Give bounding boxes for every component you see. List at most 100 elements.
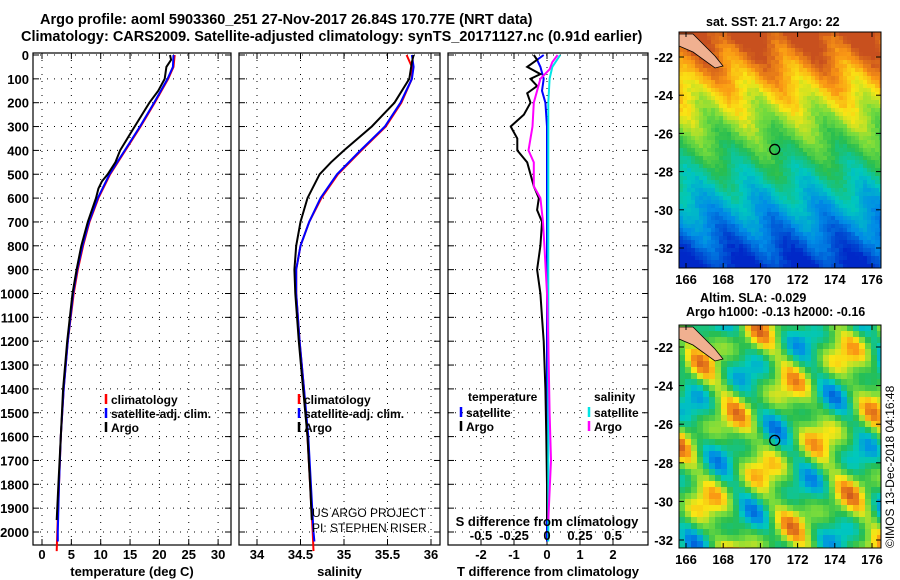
map-cell	[755, 256, 760, 261]
map-cell	[743, 144, 748, 149]
map-cell	[697, 523, 704, 530]
map-cell	[843, 256, 848, 261]
map-cell	[863, 180, 868, 185]
map-cell	[707, 120, 712, 125]
map-cell	[843, 224, 848, 229]
map-cell	[755, 232, 760, 237]
map-cell	[747, 168, 752, 173]
map-cell	[781, 517, 788, 524]
map-cell	[723, 204, 728, 209]
map-cell	[687, 180, 692, 185]
map-cell	[763, 355, 770, 362]
map-cell	[807, 240, 812, 245]
map-cell	[743, 112, 748, 117]
map-cell	[723, 112, 728, 117]
map-cell	[807, 40, 812, 45]
map-cell	[745, 349, 752, 356]
map-cell	[755, 152, 760, 157]
map-cell	[743, 104, 748, 109]
map-cell	[707, 140, 712, 145]
map-cell	[715, 256, 720, 261]
map-cell	[839, 144, 844, 149]
map-cell	[679, 232, 684, 237]
map-cell	[745, 481, 752, 488]
map-cell	[863, 172, 868, 177]
map-cell	[851, 244, 856, 249]
map-cell	[721, 367, 728, 374]
map-cell	[775, 475, 782, 482]
map-cell	[829, 427, 836, 434]
map-cell	[735, 56, 740, 61]
map-cell	[827, 132, 832, 137]
map-cell	[805, 487, 812, 494]
map-cell	[723, 88, 728, 93]
map-cell	[875, 100, 880, 105]
map-cell	[695, 188, 700, 193]
map-cell	[871, 104, 876, 109]
map-cell	[877, 397, 882, 404]
map-cell	[871, 385, 878, 392]
map-cell	[843, 216, 848, 221]
map-cell	[823, 64, 828, 69]
map-cell	[743, 100, 748, 105]
map-cell	[823, 379, 830, 386]
map-cell	[707, 76, 712, 81]
map-cell	[787, 355, 794, 362]
map-cell	[839, 216, 844, 221]
map-cell	[831, 192, 836, 197]
map-cell	[863, 248, 868, 253]
map-cell	[743, 208, 748, 213]
map-cell	[823, 176, 828, 181]
map-cell	[811, 252, 816, 257]
map-cell	[763, 397, 770, 404]
map-cell	[747, 36, 752, 41]
map-cell	[829, 415, 836, 422]
map-cell	[871, 160, 876, 165]
map-cell	[721, 337, 728, 344]
map-cell	[799, 160, 804, 165]
map-cell	[771, 112, 776, 117]
map-cell	[811, 36, 816, 41]
map-cell	[703, 120, 708, 125]
map-cell	[747, 160, 752, 165]
map-cell	[799, 248, 804, 253]
map-cell	[769, 421, 776, 428]
map-cell	[875, 204, 880, 209]
map-cell	[803, 204, 808, 209]
map-cell	[731, 200, 736, 205]
map-cell	[703, 136, 708, 141]
map-cell	[815, 116, 820, 121]
map-cell	[805, 397, 812, 404]
map-cell	[751, 168, 756, 173]
map-cell	[715, 104, 720, 109]
map-cell	[863, 176, 868, 181]
map-cell	[699, 80, 704, 85]
map-cell	[695, 260, 700, 265]
map-cell	[815, 176, 820, 181]
map-cell	[727, 427, 734, 434]
map-cell	[859, 184, 864, 189]
map-cell	[715, 403, 722, 410]
map-cell	[767, 124, 772, 129]
map-cell	[727, 517, 734, 524]
map-cell	[727, 36, 732, 41]
map-cell	[691, 439, 698, 446]
map-cell	[683, 232, 688, 237]
map-cell	[835, 232, 840, 237]
map-cell	[707, 236, 712, 241]
map-cell	[691, 457, 698, 464]
map-cell	[759, 56, 764, 61]
map-cell	[781, 391, 788, 398]
map-cell	[751, 196, 756, 201]
map-cell	[779, 116, 784, 121]
map-cell	[783, 76, 788, 81]
map-cell	[727, 355, 734, 362]
map-cell	[719, 68, 724, 73]
map-cell	[823, 240, 828, 245]
map-cell	[747, 44, 752, 49]
map-cell	[779, 40, 784, 45]
map-cell	[727, 216, 732, 221]
map-cell	[707, 72, 712, 77]
map-cell	[707, 248, 712, 253]
map-cell	[829, 373, 836, 380]
